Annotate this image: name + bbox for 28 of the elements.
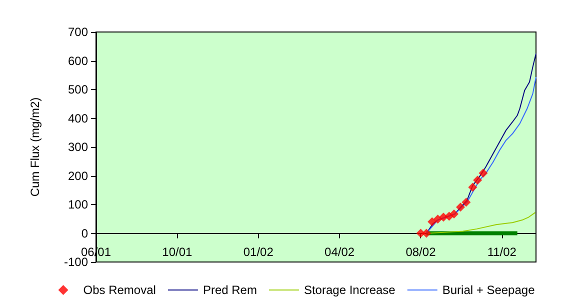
point xyxy=(450,209,459,218)
legend-label: Storage Increase xyxy=(304,283,396,297)
y-tick-label: 400 xyxy=(68,111,88,126)
legend-label: Obs Removal xyxy=(83,283,156,297)
point xyxy=(468,182,478,192)
y-axis-title: Cum Flux (mg/m2) xyxy=(28,97,42,197)
legend-label: Pred Rem xyxy=(202,283,257,297)
x-tick-label: 10/01 xyxy=(162,245,193,259)
point xyxy=(456,202,465,212)
point xyxy=(473,176,482,185)
y-tick-label: 700 xyxy=(68,25,88,39)
point xyxy=(422,228,431,238)
x-tick-label: 11/02 xyxy=(487,245,517,259)
y-tick-label: 0 xyxy=(81,226,88,240)
point xyxy=(433,214,442,224)
x-tick-label: 04/02 xyxy=(324,245,355,259)
y-tick-label: 500 xyxy=(68,82,88,96)
y-tick-label: 600 xyxy=(68,54,88,68)
point xyxy=(462,198,471,207)
x-tick-label: 01/02 xyxy=(243,245,274,259)
x-tick-label: 08/02 xyxy=(406,245,436,259)
y-tick-label: -100 xyxy=(64,255,88,269)
point xyxy=(428,217,437,226)
y-tick-label: 100 xyxy=(68,198,88,212)
point xyxy=(478,168,488,178)
y-tick-label: 300 xyxy=(68,140,88,154)
y-tick-label: 200 xyxy=(68,168,88,183)
legend-label: Burial + Seepage xyxy=(442,283,536,297)
